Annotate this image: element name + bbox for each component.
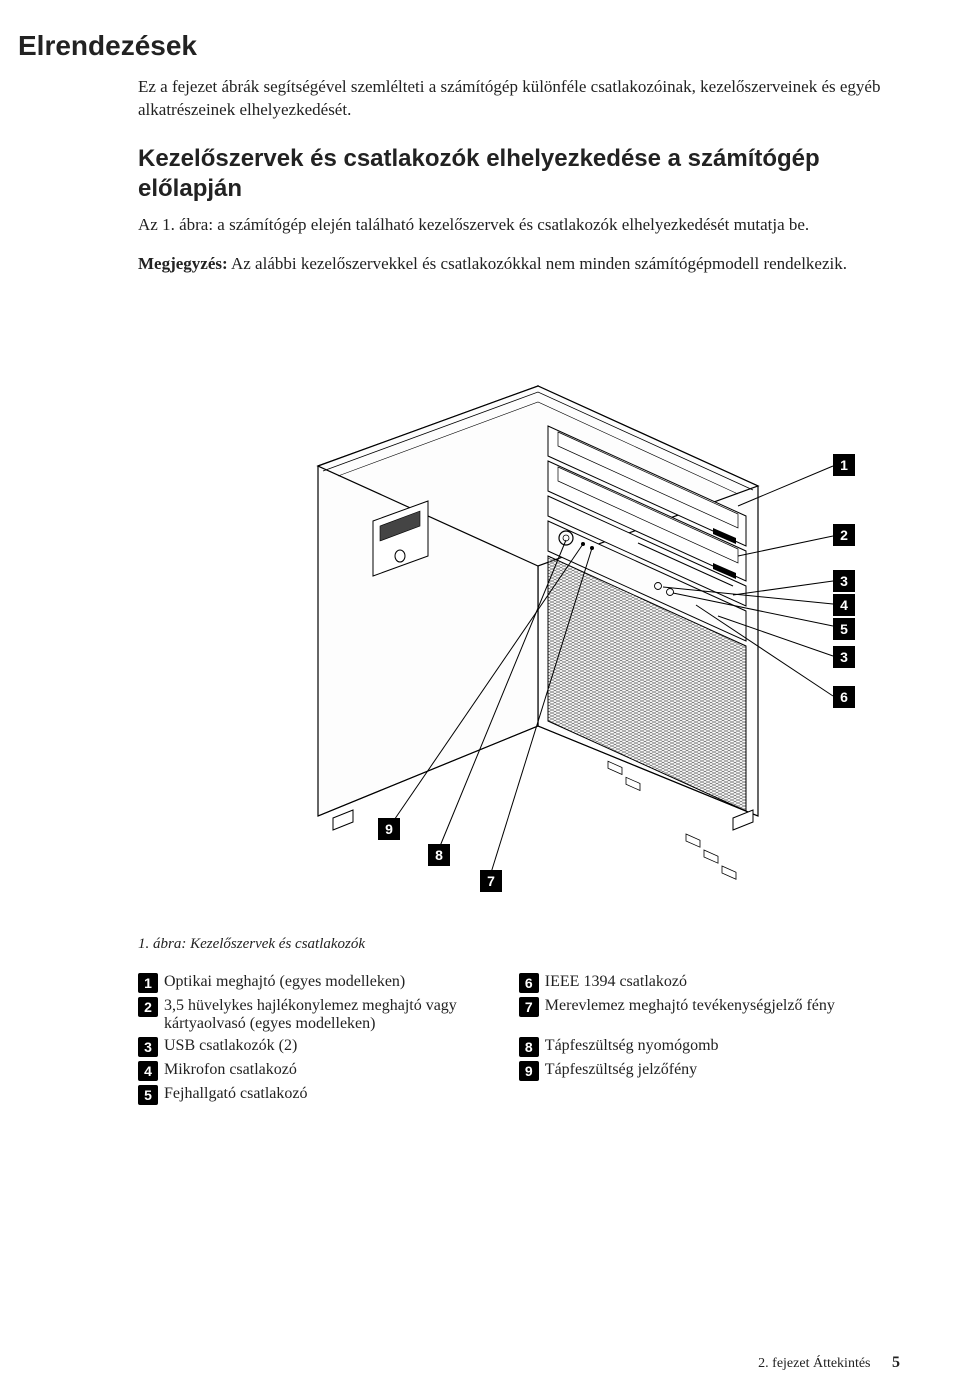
svg-text:3: 3 [840, 649, 848, 665]
svg-text:8: 8 [435, 847, 443, 863]
content-block: Ez a fejezet ábrák segítségével szemlélt… [138, 76, 900, 1107]
callout-1: 1 [833, 454, 855, 476]
callout-7: 7 [480, 870, 502, 892]
legend-text: Fejhallgató csatlakozó [164, 1083, 519, 1107]
note-paragraph: Megjegyzés: Az alábbi kezelőszervekkel é… [138, 253, 900, 276]
svg-text:1: 1 [840, 457, 848, 473]
legend-num: 2 [138, 997, 158, 1017]
legend-row: 5 Fejhallgató csatlakozó [138, 1083, 900, 1107]
note-text: Az alábbi kezelőszervekkel és csatlakozó… [228, 254, 847, 273]
callout-4: 4 [833, 594, 855, 616]
usb-port-4 [722, 866, 736, 879]
svg-text:5: 5 [840, 621, 848, 637]
callout-5: 5 [833, 618, 855, 640]
figure-1: 1 2 3 4 5 3 6 9 8 7 [138, 296, 900, 926]
legend-row: 3 USB csatlakozók (2) 8 Tápfeszültség ny… [138, 1035, 900, 1059]
foot-right [733, 810, 753, 830]
ieee1394-port [686, 834, 700, 847]
legend-num: 9 [519, 1061, 539, 1081]
legend-num: 1 [138, 973, 158, 993]
callout-3a: 3 [833, 570, 855, 592]
svg-text:3: 3 [840, 573, 848, 589]
footer-chapter: 2. fejezet Áttekintés [758, 1356, 870, 1371]
legend-num: 6 [519, 973, 539, 993]
page-title: Elrendezések [18, 30, 900, 62]
svg-text:7: 7 [487, 873, 495, 889]
legend-text: Optikai meghajtó (egyes modelleken) [164, 971, 519, 995]
section-heading: Kezelőszervek és csatlakozók elhelyezked… [138, 144, 900, 204]
page-footer: 2. fejezet Áttekintés 5 [758, 1354, 900, 1372]
note-label: Megjegyzés: [138, 254, 228, 273]
callout-8: 8 [428, 844, 450, 866]
legend-num: 5 [138, 1085, 158, 1105]
intro-paragraph: Ez a fejezet ábrák segítségével szemlélt… [138, 76, 900, 122]
legend-num: 7 [519, 997, 539, 1017]
figure-caption: 1. ábra: Kezelőszervek és csatlakozók [138, 936, 900, 953]
legend-row: 4 Mikrofon csatlakozó 9 Tápfeszültség je… [138, 1059, 900, 1083]
legend-num: 3 [138, 1037, 158, 1057]
usb-port-3 [704, 850, 718, 863]
usb-port-1 [608, 761, 622, 774]
legend-num: 4 [138, 1061, 158, 1081]
legend-text: USB csatlakozók (2) [164, 1035, 519, 1059]
callout-3b: 3 [833, 646, 855, 668]
callout-2: 2 [833, 524, 855, 546]
svg-text:6: 6 [840, 689, 848, 705]
callout-9: 9 [378, 818, 400, 840]
legend-text: Merevlemez meghajtó tevékenységjelző fén… [545, 995, 900, 1035]
document-page: Elrendezések Ez a fejezet ábrák segítség… [0, 0, 960, 1390]
usb-port-2 [626, 777, 640, 790]
callout-6: 6 [833, 686, 855, 708]
svg-text:2: 2 [840, 527, 848, 543]
computer-tower-diagram: 1 2 3 4 5 3 6 9 8 7 [138, 296, 898, 926]
foot-left [333, 810, 353, 830]
legend-table: 1 Optikai meghajtó (egyes modelleken) 6 … [138, 971, 900, 1107]
legend-text: Tápfeszültség jelzőfény [545, 1059, 900, 1083]
legend-row: 2 3,5 hüvelykes hajlékonylemez meghajtó … [138, 995, 900, 1035]
legend-text: Tápfeszültség nyomógomb [545, 1035, 900, 1059]
svg-text:9: 9 [385, 821, 393, 837]
legend-num: 8 [519, 1037, 539, 1057]
footer-page-number: 5 [892, 1354, 900, 1371]
legend-text: IEEE 1394 csatlakozó [545, 971, 900, 995]
legend-text: Mikrofon csatlakozó [164, 1059, 519, 1083]
legend-text: 3,5 hüvelykes hajlékonylemez meghajtó va… [164, 995, 519, 1035]
legend-row: 1 Optikai meghajtó (egyes modelleken) 6 … [138, 971, 900, 995]
section-intro: Az 1. ábra: a számítógép elején találhat… [138, 214, 900, 237]
svg-text:4: 4 [840, 597, 848, 613]
